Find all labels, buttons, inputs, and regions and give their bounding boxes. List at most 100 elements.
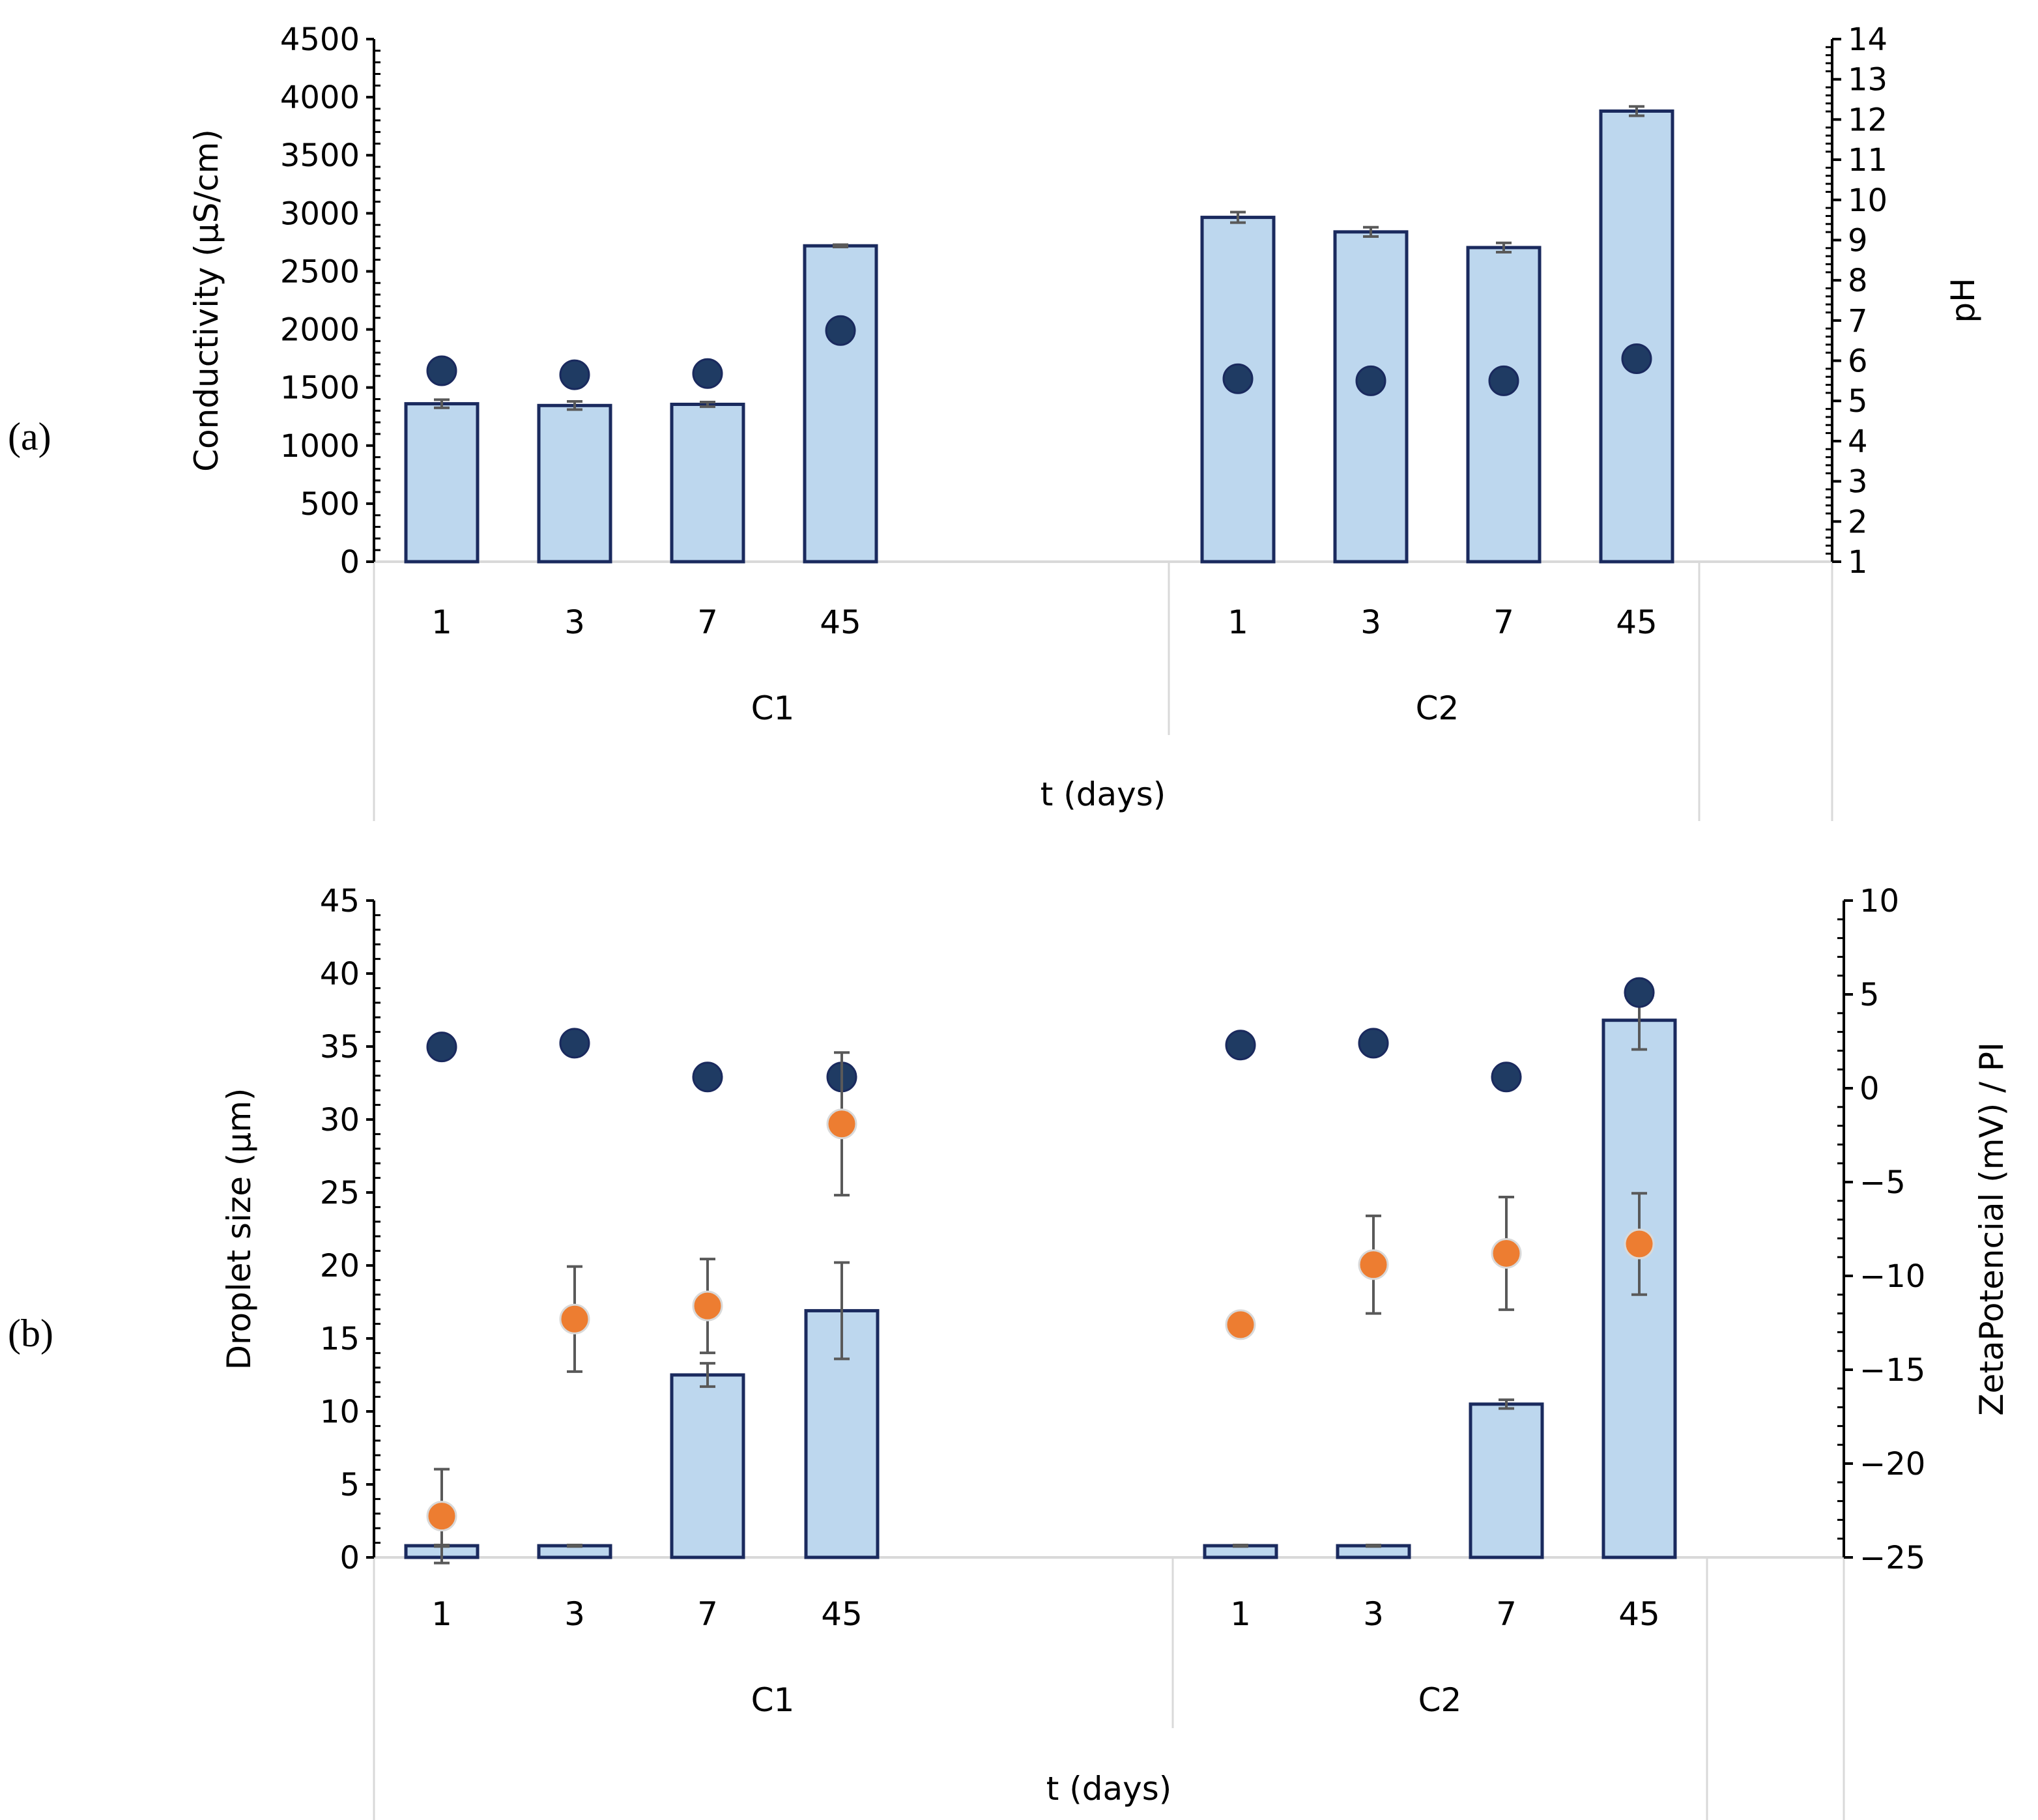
zeta-point (1491, 1237, 1522, 1269)
zeta-point (426, 1501, 457, 1532)
y-axis-left-tick-label: 15 (320, 1321, 360, 1357)
y-axis-left-tick-label: 4000 (280, 79, 360, 116)
ph-pi-point (825, 315, 856, 346)
panel-b-label: (b) (8, 1312, 53, 1355)
ph-pi-point (1488, 365, 1519, 396)
ph-pi-point (1355, 365, 1386, 396)
x-category-label: 45 (820, 603, 861, 641)
y-axis-left-tick-label: 0 (339, 1540, 360, 1576)
y-axis-left-tick-label: 2000 (280, 312, 360, 349)
bar (670, 403, 745, 564)
x-category-label: 7 (1496, 1595, 1517, 1633)
bar (404, 402, 480, 564)
panel-a-label: (a) (8, 415, 51, 458)
x-category-label: 3 (1363, 1595, 1384, 1633)
bar (1469, 1402, 1544, 1559)
x-category-label: 3 (1360, 603, 1381, 641)
chart-panel-b: 0 5 10 15 20 25 30 35 40 45 −25 −20 −15 −10 −5 0 5 10 Drop… (220, 883, 2011, 1820)
y-axis-left-tick-label: 30 (320, 1102, 360, 1138)
ph-pi-point (559, 1028, 590, 1059)
zeta-point (1225, 1309, 1256, 1340)
y-axis-right-label: ZetaPotencial (mV) / PI (1973, 1042, 2011, 1416)
y-axis-right-tick-label: 3 (1848, 464, 1868, 500)
zeta-point (826, 1108, 857, 1140)
y-axis-left-tick-label: 4500 (280, 22, 360, 58)
zeta-point (1358, 1249, 1389, 1280)
x-group-label: C1 (751, 1681, 795, 1719)
y-axis-right-tick-label: 2 (1848, 504, 1868, 540)
y-axis-right-tick-label: 10 (1859, 883, 1899, 919)
x-category-label: 45 (1618, 1595, 1660, 1633)
x-category-label: 7 (1493, 603, 1514, 641)
y-axis-right-label: pH (1944, 278, 1982, 323)
x-category-label: 1 (1227, 603, 1248, 641)
zeta-point (692, 1290, 723, 1322)
ph-pi-point (1491, 1062, 1522, 1093)
y-axis-right-tick-label: 13 (1848, 62, 1887, 98)
x-category-label: 1 (1230, 1595, 1251, 1633)
x-category-label: 1 (431, 1595, 452, 1633)
y-axis-right-tick-label: 8 (1848, 263, 1868, 299)
y-axis-right-tick-label: 5 (1859, 977, 1880, 1013)
x-category-label: 1 (431, 603, 452, 641)
bar (1599, 109, 1674, 564)
y-axis-left-tick-label: 3500 (280, 137, 360, 174)
y-axis-left-tick-label: 3000 (280, 195, 360, 232)
ph-pi-point (1225, 1030, 1256, 1061)
ph-pi-point (426, 1032, 457, 1063)
y-axis-left-tick-label: 20 (320, 1248, 360, 1284)
ph-pi-point (692, 358, 723, 389)
y-axis-left-tick-label: 45 (320, 883, 360, 919)
y-axis-right-tick-label: 4 (1848, 424, 1868, 460)
y-axis-right-tick-label: 9 (1848, 222, 1868, 259)
x-category-label: 7 (697, 1595, 718, 1633)
bar (670, 1373, 745, 1559)
y-axis-left-label: Droplet size (µm) (220, 1088, 258, 1370)
y-axis-right-tick-label: −5 (1859, 1164, 1906, 1201)
y-axis-left-tick-label: 2500 (280, 253, 360, 290)
y-axis-right-tick-label: −20 (1859, 1446, 1925, 1482)
y-axis-left-tick-label: 0 (339, 544, 360, 581)
bar (803, 244, 878, 564)
y-axis-left-tick-label: 5 (339, 1467, 360, 1503)
y-axis-right-tick-label: −25 (1859, 1540, 1925, 1576)
x-category-label: 7 (697, 603, 718, 641)
zeta-point (1624, 1228, 1655, 1260)
y-axis-left-label: Conductivity (µS/cm) (188, 129, 225, 472)
y-axis-left-tick-label: 500 (300, 486, 360, 523)
x-group-label: C2 (1418, 1681, 1462, 1719)
x-category-label: 3 (564, 603, 585, 641)
y-axis-left-tick-label: 1500 (280, 370, 360, 407)
x-group-label: C2 (1416, 689, 1459, 727)
y-axis-left-tick-label: 10 (320, 1394, 360, 1430)
y-axis-right-tick-label: 11 (1848, 142, 1887, 179)
ph-pi-point (426, 355, 457, 386)
bar (537, 403, 612, 564)
ph-pi-point (1624, 977, 1655, 1008)
y-axis-right-tick-label: 12 (1848, 102, 1887, 138)
zeta-point (559, 1303, 590, 1335)
y-axis-left-tick-label: 1000 (280, 428, 360, 465)
bar (1200, 216, 1276, 564)
x-category-label: 45 (1616, 603, 1658, 641)
y-axis-right-tick-label: 7 (1848, 303, 1868, 339)
y-axis-right-tick-label: −15 (1859, 1352, 1925, 1389)
y-axis-right-tick-label: −10 (1859, 1258, 1925, 1295)
y-axis-right-tick-label: 14 (1848, 22, 1887, 58)
bar (1333, 230, 1409, 564)
x-axis-label: t (days) (1046, 1770, 1172, 1808)
x-axis-label: t (days) (1041, 775, 1166, 813)
chart-panel-a: 0500100015002000250030003500400045001234… (188, 22, 1982, 821)
ph-pi-point (692, 1062, 723, 1093)
y-axis-right-tick-label: 0 (1859, 1071, 1880, 1107)
x-group-label: C1 (751, 689, 795, 727)
ph-pi-point (1222, 363, 1254, 394)
y-axis-right-tick-label: 1 (1848, 544, 1868, 581)
y-axis-right-tick-label: 10 (1848, 182, 1887, 219)
y-axis-left-tick-label: 35 (320, 1029, 360, 1065)
bar (1466, 246, 1542, 564)
y-axis-left-tick-label: 25 (320, 1175, 360, 1211)
ph-pi-point (1621, 343, 1652, 374)
y-axis-right-tick-label: 5 (1848, 383, 1868, 420)
